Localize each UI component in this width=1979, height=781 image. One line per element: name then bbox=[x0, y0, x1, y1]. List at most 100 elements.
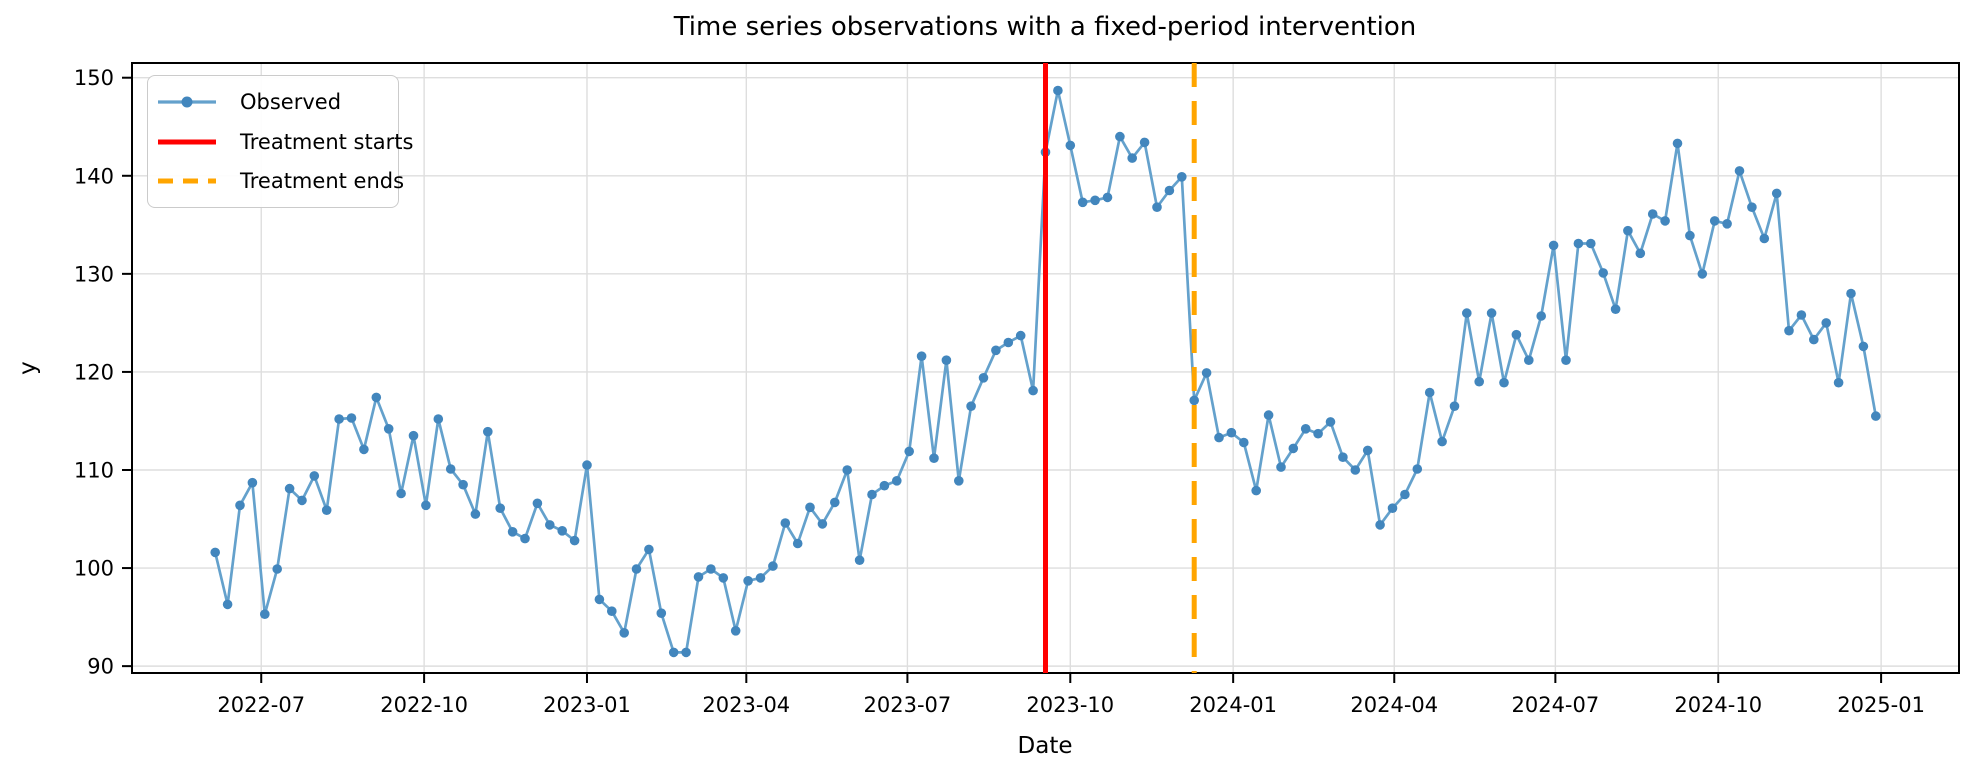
data-point bbox=[1573, 238, 1584, 249]
data-point bbox=[1734, 166, 1745, 176]
data-point bbox=[1300, 424, 1311, 434]
data-point bbox=[1660, 216, 1670, 226]
treatment-starts-line-icon bbox=[158, 139, 216, 144]
data-point bbox=[656, 608, 667, 618]
legend: Observed Treatment starts Treatment ends bbox=[147, 75, 413, 208]
data-point bbox=[1462, 308, 1472, 318]
data-point bbox=[321, 505, 332, 515]
data-point bbox=[1511, 329, 1522, 340]
data-point bbox=[1239, 437, 1249, 448]
data-point bbox=[1449, 401, 1460, 412]
data-point bbox=[1796, 310, 1807, 320]
data-point bbox=[1809, 334, 1819, 345]
data-point bbox=[941, 355, 952, 366]
x-tick-label: 2024-01 bbox=[1189, 693, 1277, 717]
data-point bbox=[991, 345, 1001, 356]
y-tick-label: 140 bbox=[74, 164, 114, 188]
data-point bbox=[644, 544, 654, 555]
data-point bbox=[1474, 376, 1484, 387]
data-point bbox=[1412, 464, 1423, 474]
x-tick-label: 2022-07 bbox=[217, 693, 305, 717]
data-point bbox=[929, 453, 939, 464]
data-point bbox=[1536, 311, 1546, 321]
data-point bbox=[1201, 368, 1212, 378]
data-point bbox=[780, 518, 791, 528]
y-tick-label: 150 bbox=[74, 66, 114, 90]
data-point bbox=[1090, 195, 1100, 206]
data-point bbox=[247, 477, 258, 488]
data-point bbox=[854, 555, 865, 565]
data-point bbox=[1028, 385, 1038, 396]
data-point bbox=[1871, 411, 1881, 421]
data-point bbox=[631, 564, 642, 574]
data-point bbox=[1437, 436, 1447, 447]
data-point bbox=[1375, 520, 1385, 530]
data-point bbox=[507, 527, 518, 537]
data-point bbox=[1821, 318, 1831, 328]
data-point bbox=[1697, 269, 1708, 279]
data-point bbox=[1858, 341, 1869, 352]
data-point bbox=[284, 483, 295, 494]
data-point bbox=[668, 647, 679, 658]
x-axis-label: Date bbox=[1017, 733, 1073, 759]
data-point bbox=[408, 430, 419, 441]
x-tick-label: 2022-10 bbox=[380, 693, 468, 717]
observed-line-icon bbox=[158, 96, 216, 108]
data-point bbox=[867, 489, 877, 500]
data-point bbox=[879, 480, 890, 491]
chart-title: Time series observations with a fixed-pe… bbox=[673, 12, 1417, 42]
data-point bbox=[1177, 172, 1187, 182]
data-point bbox=[1833, 377, 1844, 388]
data-point bbox=[1226, 427, 1237, 438]
data-point bbox=[1759, 233, 1770, 244]
data-point bbox=[557, 526, 567, 536]
data-point bbox=[1486, 308, 1497, 318]
data-point bbox=[1598, 268, 1608, 278]
data-point bbox=[1387, 503, 1398, 513]
data-point bbox=[297, 495, 307, 506]
data-point bbox=[1747, 202, 1757, 212]
data-point bbox=[222, 599, 233, 610]
data-point bbox=[1127, 153, 1137, 163]
data-point bbox=[1164, 185, 1175, 196]
data-point bbox=[792, 538, 803, 549]
data-point bbox=[309, 471, 320, 481]
data-point bbox=[260, 609, 270, 619]
data-point bbox=[842, 465, 852, 475]
data-point bbox=[693, 572, 704, 582]
x-tick-label: 2023-01 bbox=[543, 693, 631, 717]
data-point bbox=[1350, 465, 1361, 475]
data-point bbox=[545, 520, 555, 530]
data-point bbox=[359, 444, 369, 455]
data-point bbox=[1561, 355, 1571, 366]
y-tick-label: 130 bbox=[74, 262, 114, 286]
data-point bbox=[334, 414, 344, 424]
data-point bbox=[1709, 216, 1720, 226]
data-point bbox=[966, 401, 976, 412]
data-point bbox=[520, 533, 530, 544]
data-point bbox=[916, 351, 927, 362]
data-point bbox=[532, 498, 543, 509]
y-tick-label: 120 bbox=[74, 360, 114, 384]
data-point bbox=[371, 392, 382, 403]
data-point bbox=[272, 564, 283, 574]
data-point bbox=[1102, 192, 1113, 203]
data-point bbox=[235, 500, 245, 511]
data-point bbox=[1003, 337, 1014, 348]
data-point bbox=[706, 564, 716, 574]
x-tick-label: 2024-10 bbox=[1674, 693, 1762, 717]
data-point bbox=[1325, 417, 1336, 427]
legend-label-treatment-starts: Treatment starts bbox=[240, 129, 414, 154]
y-axis-label: y bbox=[15, 361, 41, 375]
data-point bbox=[1288, 443, 1299, 454]
data-point bbox=[1672, 138, 1683, 149]
data-point bbox=[718, 573, 729, 583]
data-point bbox=[1053, 85, 1063, 96]
data-point bbox=[1015, 330, 1026, 341]
data-point bbox=[346, 413, 357, 423]
data-point bbox=[421, 500, 431, 511]
data-point bbox=[1548, 240, 1559, 251]
data-point bbox=[1338, 452, 1348, 463]
data-point bbox=[681, 647, 691, 658]
